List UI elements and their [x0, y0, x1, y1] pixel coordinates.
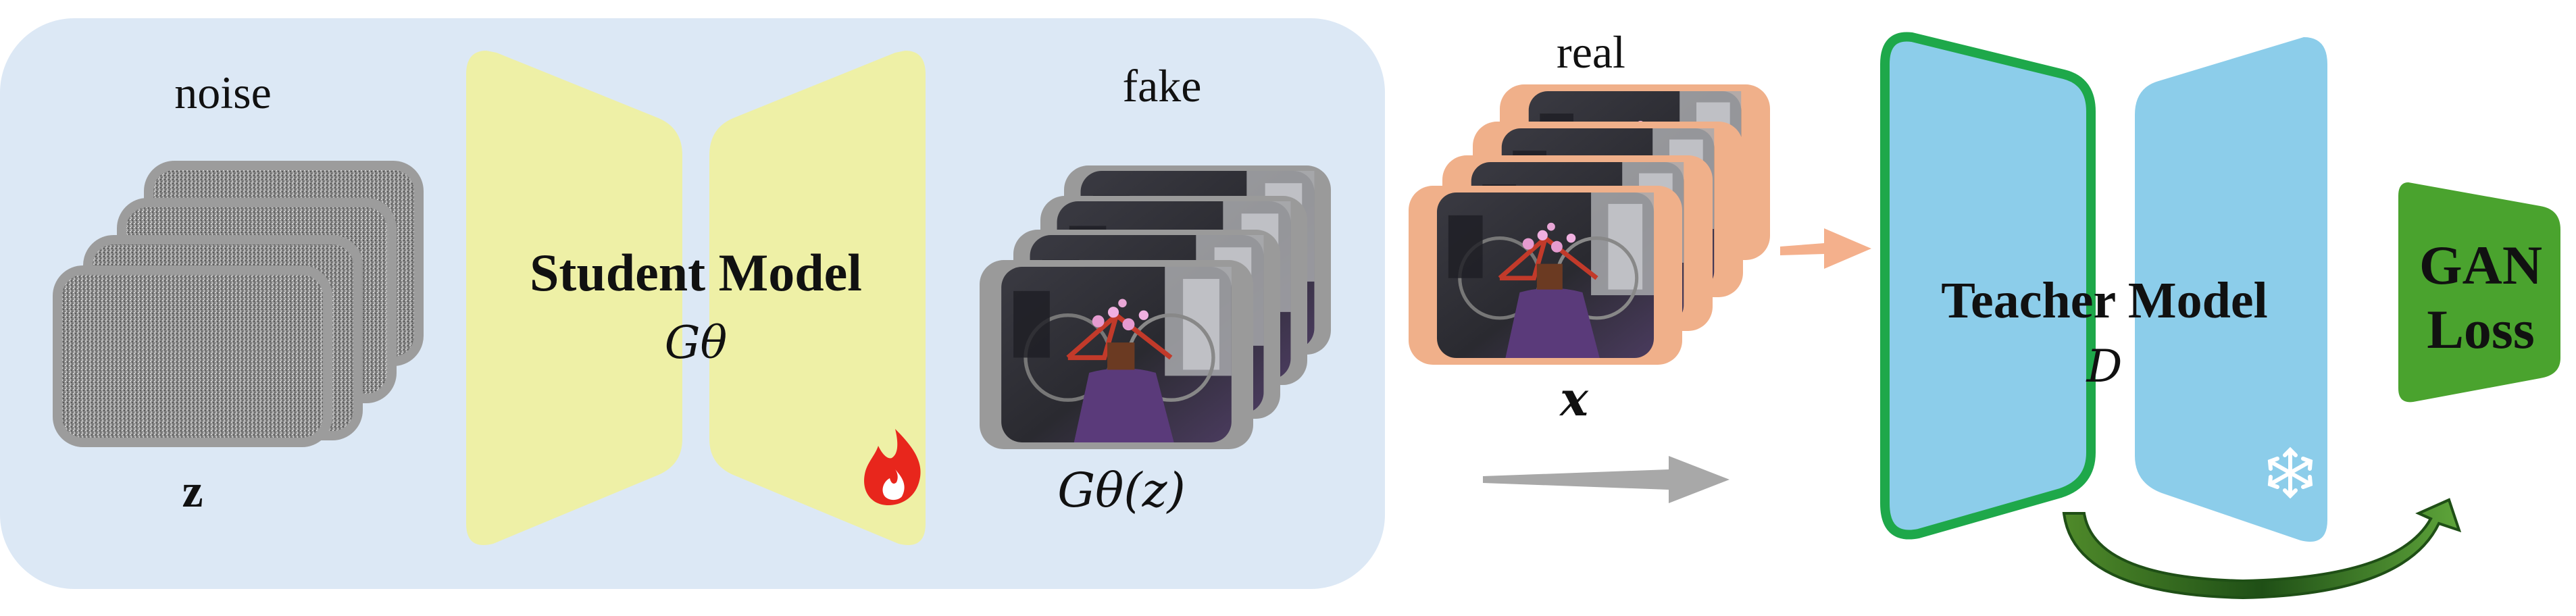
gray-flow-arrow: [1483, 456, 1729, 503]
gan-loss-line1: GAN: [2419, 234, 2542, 296]
real-symbol: x: [1559, 371, 1589, 427]
noise-label: noise: [174, 67, 272, 118]
student-decoder-shape: [709, 51, 926, 545]
teacher-to-loss-curve-arrow: [2062, 498, 2462, 600]
fake-symbol: Gθ(z): [1057, 463, 1186, 518]
snowflake-icon: [2267, 446, 2313, 499]
student-model-title: Student Model: [530, 243, 862, 302]
teacher-model-title: Teacher Model: [1941, 272, 2267, 329]
gan-loss-line2: Loss: [2427, 299, 2535, 360]
student-encoder-shape: [466, 51, 682, 545]
fake-label: fake: [1122, 60, 1201, 111]
teacher-encoder-shape: [1880, 32, 2096, 540]
fire-icon: [864, 429, 921, 505]
noise-stack: [53, 161, 424, 447]
real-to-teacher-arrow: [1780, 228, 1871, 269]
teacher-decoder-shape: [2135, 37, 2327, 542]
fake-image-stack: [980, 165, 1331, 449]
real-label: real: [1557, 26, 1625, 78]
noise-symbol: z: [182, 465, 203, 517]
student-model-symbol: Gθ: [665, 317, 727, 369]
gan-loss-box: [2398, 182, 2560, 403]
real-image-stack: [1409, 84, 1770, 365]
teacher-model-symbol: D: [2086, 340, 2123, 392]
